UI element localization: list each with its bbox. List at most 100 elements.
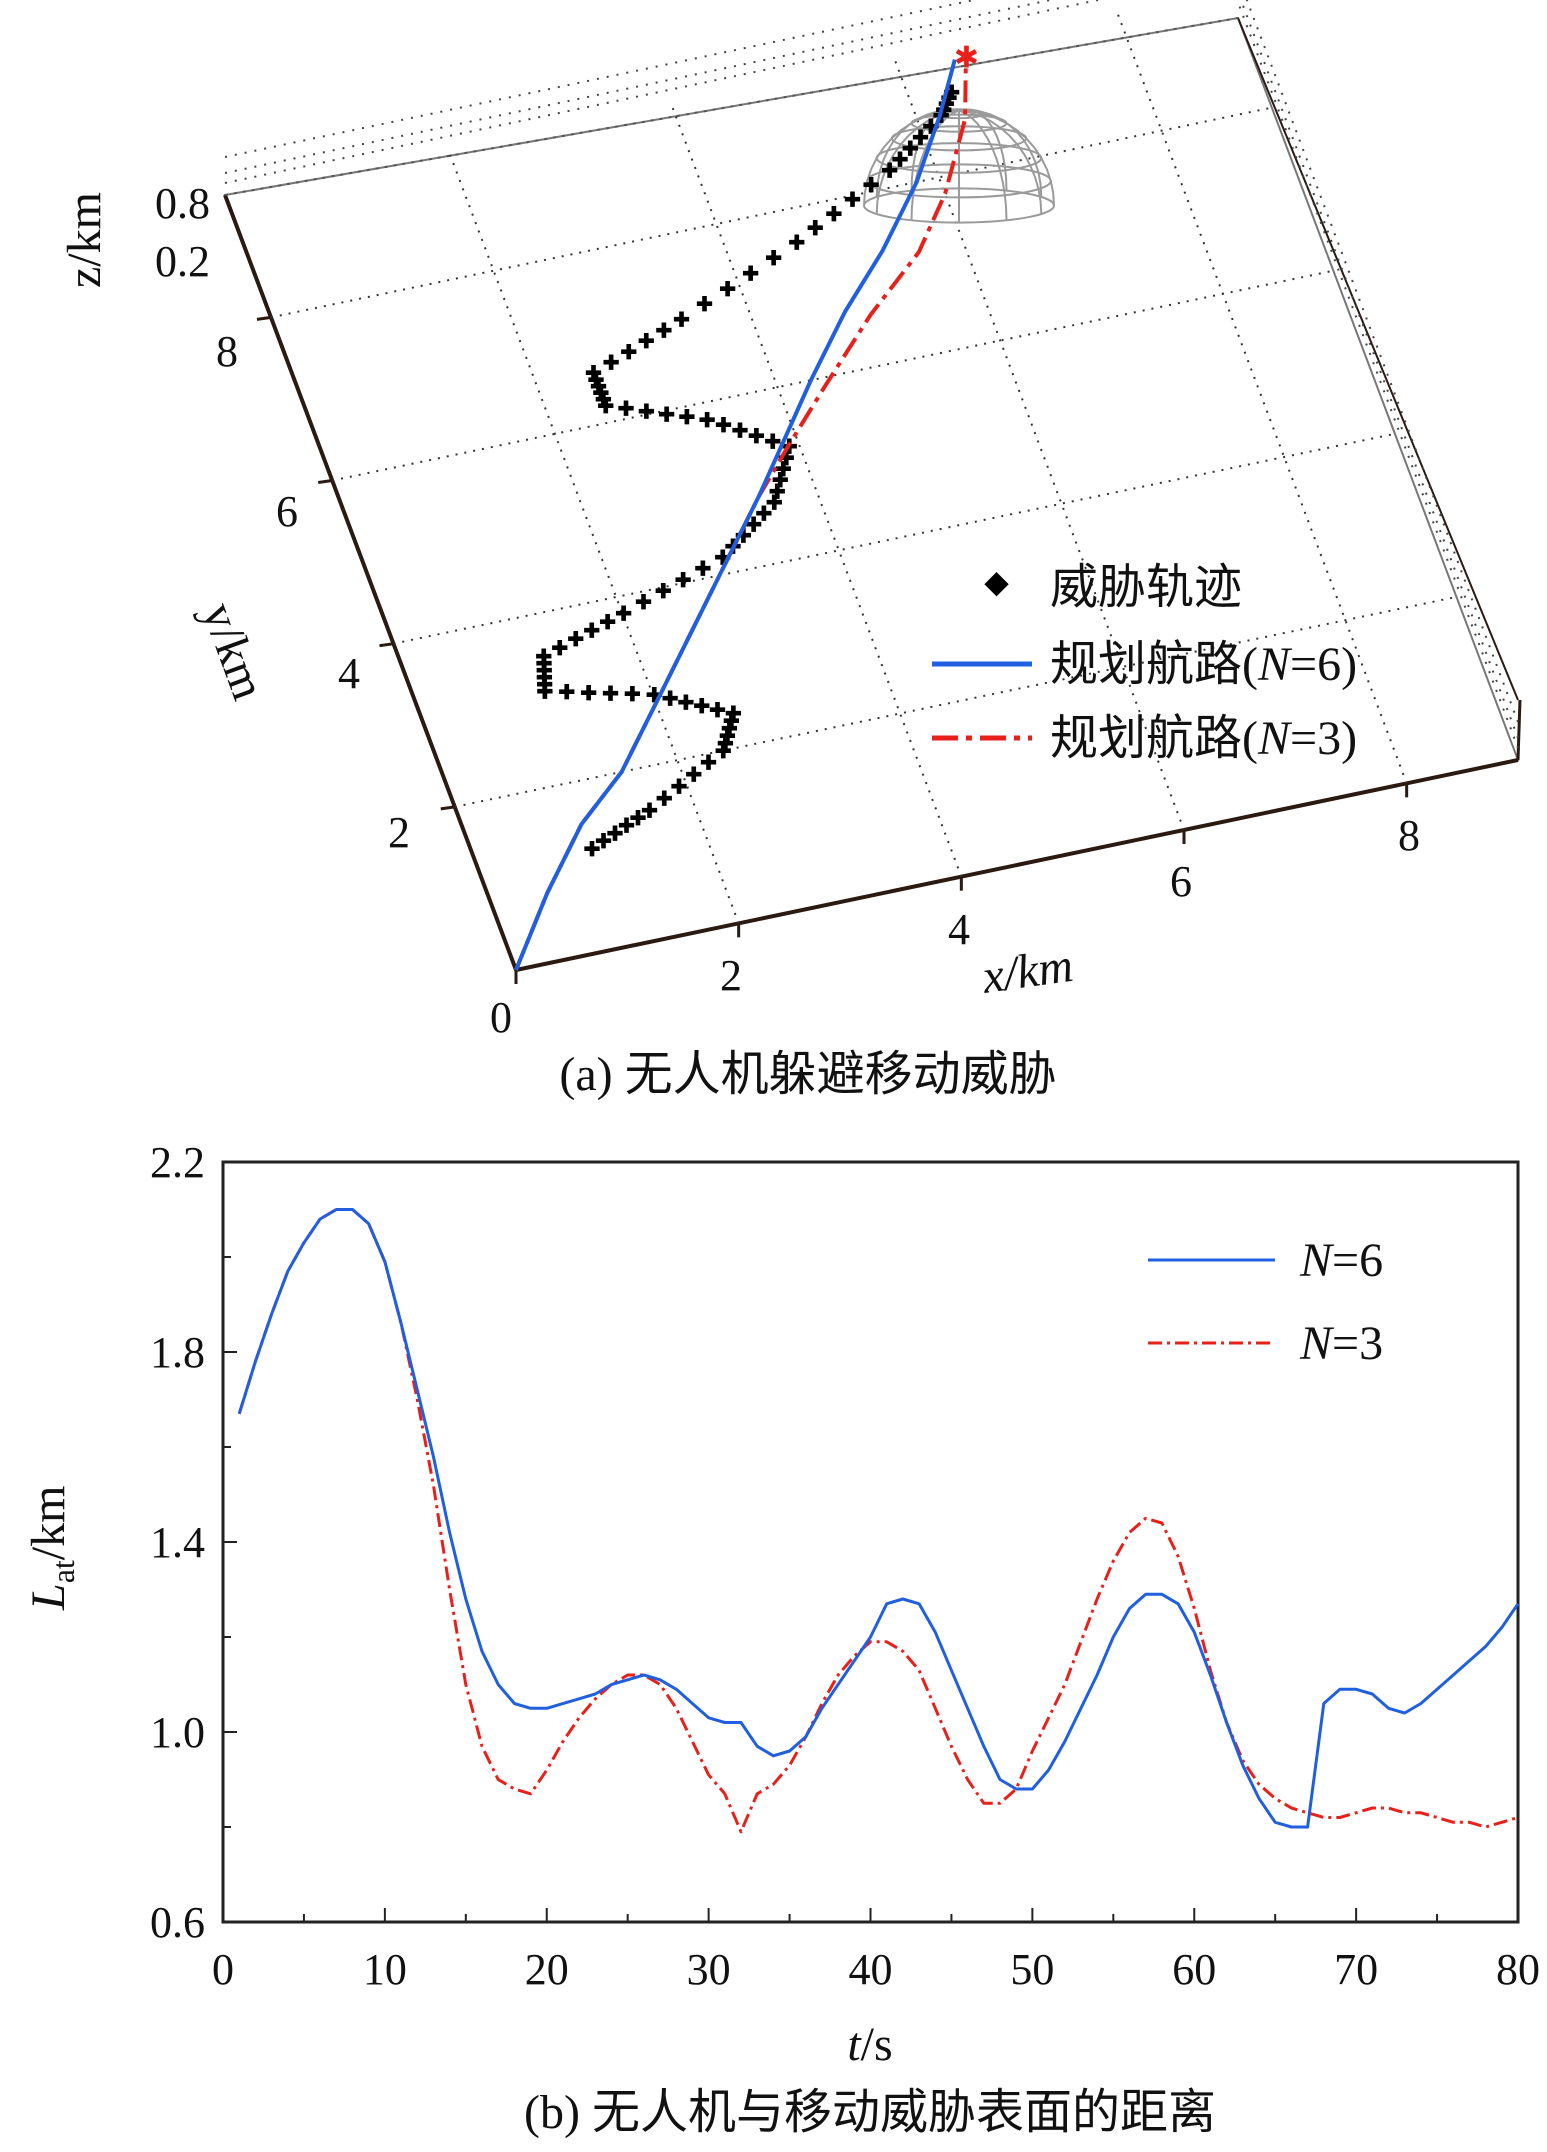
threat-marker: ✚ (715, 415, 732, 437)
threat-marker: ✚ (567, 629, 584, 651)
caption-b: (b) 无人机与移动威胁表面的距离 (524, 2086, 1216, 2139)
threat-marker: ✚ (807, 218, 824, 240)
z-tick-label: 0.2 (155, 237, 210, 286)
series-line-n6 (514, 59, 957, 971)
threat-marker: ✚ (593, 383, 610, 405)
threat-marker: ✚ (671, 777, 688, 799)
y-tick-mark (256, 315, 272, 321)
threat-marker: ✚ (764, 431, 781, 453)
threat-marker: ✚ (675, 570, 692, 592)
y-tick-label: 0.6 (150, 1898, 205, 1947)
grid-line-y (393, 432, 1396, 645)
threat-marker: ✚ (618, 399, 635, 421)
threat-marker: ✚ (844, 189, 861, 211)
threat-marker: ✚ (615, 603, 632, 625)
x-tick-label: 40 (849, 1945, 893, 1994)
legend-b: N=6 N=3 (1148, 1234, 1383, 1370)
threat-marker: ✚ (595, 389, 612, 411)
box-right-top (1237, 17, 1519, 701)
threat-marker: ✚ (769, 481, 786, 503)
goal-marker: ✱ (954, 41, 979, 74)
legend-b-n3-label: N=3 (1299, 1317, 1383, 1370)
threat-marker: ✚ (735, 525, 752, 547)
threat-marker: ✚ (658, 404, 675, 426)
grid-lines-a (224, 0, 1519, 924)
threat-marker: ✚ (715, 741, 732, 763)
hemisphere-meridian (863, 109, 960, 206)
grid-line-z (224, 0, 1056, 174)
y-tick-mark (317, 479, 333, 485)
threat-marker: ✚ (719, 279, 736, 301)
grid-line-y (270, 106, 1274, 319)
threat-marker: ✚ (638, 331, 655, 353)
threat-marker: ✚ (656, 788, 673, 810)
threat-marker: ✚ (537, 681, 554, 703)
z-axis-label: z/km (58, 192, 111, 288)
y-tick-label: 1.8 (150, 1328, 205, 1377)
threat-marker: ✚ (585, 363, 602, 385)
threat-marker: ✚ (745, 514, 762, 536)
threat-marker: ✚ (588, 370, 605, 392)
legend-a: ◆ 威胁轨迹 规划航路(N=6) 规划航路(N=3) (932, 561, 1357, 765)
hemisphere-meridian (958, 109, 1008, 221)
threat-marker: ✚ (863, 175, 880, 197)
threat-marker: ✚ (756, 504, 773, 526)
y-axis-label-b: Lat/km (22, 1486, 81, 1611)
threat-marker: ✚ (584, 839, 601, 861)
x-tick-label: 30 (687, 1945, 731, 1994)
z-tick-label: 0.8 (155, 179, 210, 228)
y-tick-mark (440, 805, 455, 811)
threat-marker: ✚ (775, 459, 792, 481)
series-a: ✚✚✚✚✚✚✚✚✚✚✚✚✚✚✚✚✚✚✚✚✚✚✚✚✚✚✚✚✚✚✚ ✚ ✚ ✚ ✚ ✚✚✚✚✚… (514, 41, 979, 971)
box-front-edge (515, 758, 1519, 972)
threat-marker: ✚ (685, 765, 702, 787)
threat-marker: ✚ (580, 683, 597, 705)
legend-threat-label: 威胁轨迹 (1050, 561, 1242, 614)
y-axis-label: y/km (192, 596, 276, 707)
x-tick-label: 2 (720, 951, 742, 1000)
ticks-b (222, 1161, 1519, 1923)
x-tick-label: 8 (1398, 811, 1420, 860)
series-line-b-n3 (237, 1208, 1519, 1834)
threat-marker: ✚ (583, 621, 600, 643)
threat-marker: ✚ (772, 470, 789, 492)
threat-marker: ✚ (607, 823, 624, 845)
grid-line-z (1239, 0, 1519, 739)
threat-marker: ✚ (656, 320, 673, 342)
y-tick-label: 8 (216, 327, 238, 376)
hemisphere-meridian (875, 109, 960, 197)
threat-marker: ✚ (673, 310, 690, 332)
caption-a: (a) 无人机躲避移动威胁 (559, 1048, 1056, 1101)
threat-marker: ✚ (678, 692, 695, 714)
y-tick-mark (379, 642, 394, 648)
x-tick-label: 4 (948, 905, 970, 954)
tick-labels-b: 0 10 20 30 40 50 60 70 80 0.6 1.0 1.4 1.8 2.2 (150, 1138, 1540, 1994)
x-tick-label: 0 (212, 1945, 234, 1994)
legend-b-n6-label: N=6 (1299, 1234, 1383, 1287)
threat-marker: ✚ (723, 711, 740, 733)
threat-marker: ✚ (902, 138, 919, 160)
box-left-edge (223, 194, 518, 971)
hemisphere-meridian (910, 108, 960, 191)
grid-line-z (224, 0, 1104, 184)
threat-marker: ✚ (912, 128, 929, 150)
panel-a-3d-chart: ✚✚✚✚✚✚✚✚✚✚✚✚✚✚✚✚✚✚✚✚✚✚✚✚✚✚✚✚✚✚✚ ✚ ✚ ✚ ✚ ✚✚✚✚✚… (58, 0, 1522, 1101)
series-line-b-n6 (237, 1208, 1520, 1829)
series-b (237, 1208, 1520, 1834)
hemisphere-meridian (958, 109, 1055, 206)
threat-marker: ✚ (892, 149, 909, 171)
threat-marker: ✚ (826, 204, 843, 226)
panel-b-line-chart: 0 10 20 30 40 50 60 70 80 0.6 1.0 1.4 1.8 2.2 N=6 N=3… (22, 1138, 1540, 2139)
threat-marker: ✚ (641, 800, 658, 822)
y-tick-label: 2 (388, 808, 410, 857)
threat-marker: ✚ (602, 684, 619, 706)
floor-plane (223, 16, 1520, 972)
threat-marker: ✚ (630, 808, 647, 830)
threat-marker: ✚ (635, 592, 652, 614)
x-tick-label: 60 (1172, 1945, 1216, 1994)
threat-marker: ✚ (696, 294, 713, 316)
box-right-edge (1516, 699, 1522, 761)
threat-marker: ✚ (678, 407, 695, 429)
x-tick-label: 50 (1010, 1945, 1054, 1994)
threat-marker: ✚ (721, 718, 738, 740)
